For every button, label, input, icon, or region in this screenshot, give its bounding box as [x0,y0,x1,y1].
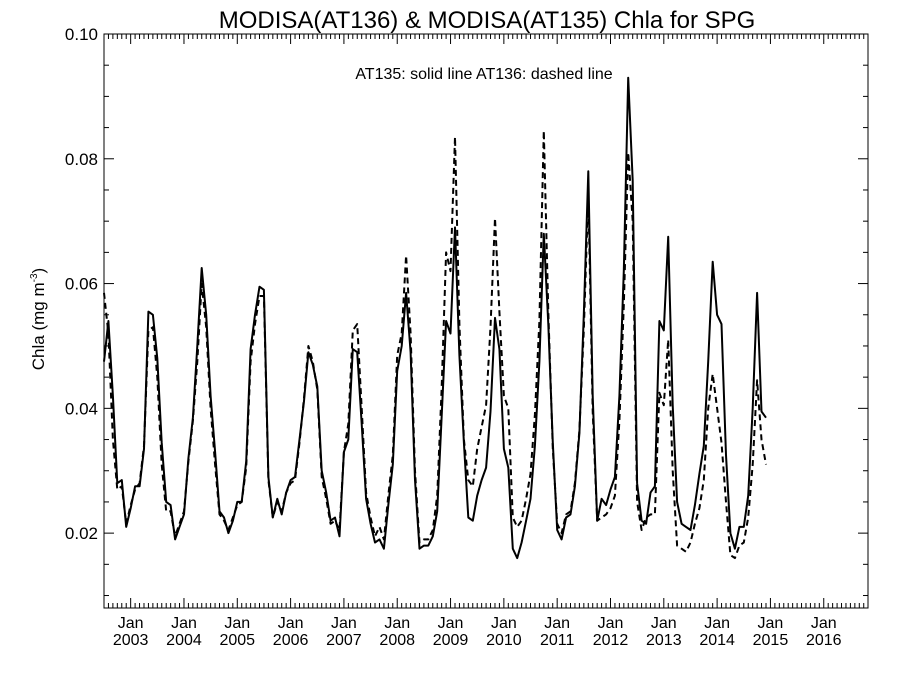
x-tick-year: 2013 [646,632,682,649]
y-axis-label: Chla (mg m-3) [29,268,48,370]
y-tick-label: 0.04 [65,399,98,418]
x-tick-year: 2006 [273,632,309,649]
y-tick-label: 0.08 [65,150,98,169]
x-tick-month: Jan [704,615,730,632]
x-tick-year: 2003 [113,632,149,649]
y-axis-label-superscript: -3 [29,273,40,282]
series-line-at135 [103,76,767,560]
x-tick-month: Jan [651,615,677,632]
x-tick-month: Jan [384,615,410,632]
x-axis: Jan2003Jan2004Jan2005Jan2006Jan2007Jan20… [103,34,865,649]
series-group [103,76,767,560]
x-tick-year: 2008 [379,632,415,649]
x-tick-year: 2005 [219,632,255,649]
series-line-at136 [103,129,767,560]
y-axis: 0.02 0.04 0.06 0.08 0.10 [65,25,868,597]
x-tick-month: Jan [331,615,357,632]
x-tick-month: Jan [811,615,837,632]
x-tick-year: 2011 [540,632,575,649]
x-tick-month: Jan [491,615,517,632]
x-tick-year: 2014 [699,632,735,649]
x-tick-month: Jan [438,615,464,632]
x-tick-year: 2010 [486,632,522,649]
x-tick-month: Jan [544,615,570,632]
x-tick-year: 2004 [166,632,202,649]
plot-frame [103,33,869,609]
x-tick-month: Jan [278,615,304,632]
x-tick-month: Jan [598,615,624,632]
y-tick-label: 0.06 [65,275,98,294]
y-tick-label: 0.02 [65,524,98,543]
x-tick-month: Jan [224,615,250,632]
x-tick-year: 2009 [433,632,469,649]
y-axis-label-close: ) [29,268,48,274]
x-tick-year: 2007 [326,632,362,649]
y-tick-label: 0.10 [65,25,98,44]
y-axis-label-text: Chla (mg m [29,282,48,370]
x-tick-year: 2015 [753,632,789,649]
x-tick-month: Jan [758,615,784,632]
chart-title: MODISA(AT136) & MODISA(AT135) Chla for S… [219,7,756,34]
legend-annotation: AT135: solid line AT136: dashed line [355,66,612,83]
x-tick-year: 2016 [806,632,842,649]
x-tick-month: Jan [171,615,197,632]
x-tick-year: 2012 [593,632,629,649]
x-tick-month: Jan [118,615,144,632]
